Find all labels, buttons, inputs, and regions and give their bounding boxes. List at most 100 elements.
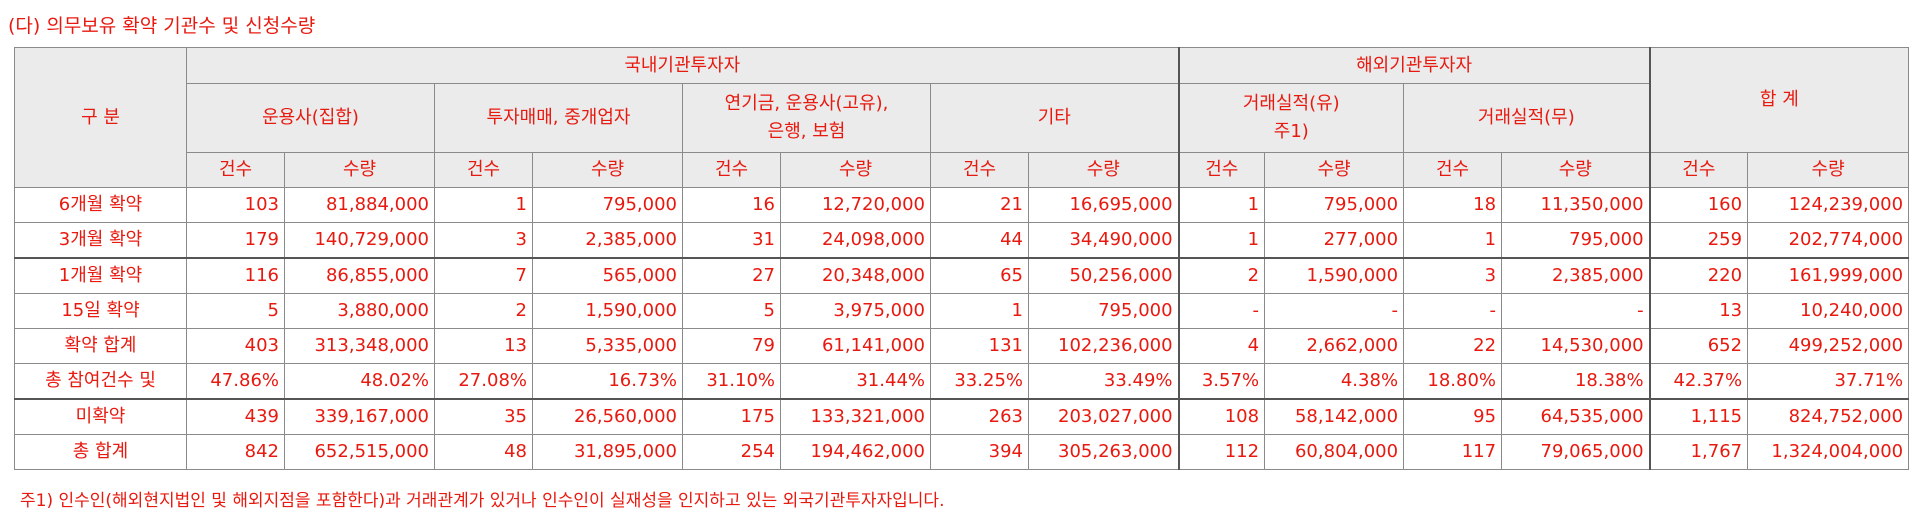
count-cell: 254 [682,434,781,470]
quantity-cell: 499,252,000 [1747,328,1910,364]
count-cell: 4 [1177,328,1266,364]
quantity-cell: 86,855,000 [284,257,435,294]
count-cell: 13 [1648,293,1749,329]
count-cell: 27 [682,257,781,294]
table-row: 확약 합계 403 313,348,000 13 5,335,000 79 61,141,0… [14,328,1910,364]
count-cell: 1 [1403,222,1503,259]
count-cell: - [1403,293,1503,329]
investor-group-header: 거래실적(유) 주1) [1177,83,1405,153]
row-label: 15일 확약 [14,293,187,329]
quantity-cell: 81,884,000 [284,187,435,223]
group-label-line1: 연기금, 운용사(고유), [724,93,889,114]
row-label: 확약 합계 [14,328,187,364]
count-cell: 16 [682,187,781,223]
count-cell: 2 [1177,257,1266,294]
row-label: 미확약 [14,398,187,435]
quantity-cell: 202,774,000 [1747,222,1910,259]
count-cell: 35 [434,398,533,435]
count-column-header: 건수 [930,152,1029,188]
quantity-cell: 1,590,000 [1264,257,1405,294]
investor-group-header: 연기금, 운용사(고유), 은행, 보험 [682,83,931,153]
quantity-cell: 795,000 [1501,222,1651,259]
count-cell: 652 [1648,328,1749,364]
quantity-cell: - [1264,293,1405,329]
count-cell: 21 [930,187,1029,223]
quantity-column-header: 수량 [780,152,931,188]
count-cell: 112 [1177,434,1266,470]
quantity-cell: 79,065,000 [1501,434,1651,470]
group-label-line1: 기타 [1037,107,1071,128]
quantity-cell: 58,142,000 [1264,398,1405,435]
quantity-column-header: 수량 [1264,152,1405,188]
quantity-cell: 16,695,000 [1027,187,1180,223]
row-label: 총 합계 [14,434,187,470]
quantity-cell: 1,590,000 [532,293,683,329]
count-cell: 220 [1648,257,1749,294]
row-label: 6개월 확약 [14,187,187,223]
quantity-cell: 4.38% [1264,363,1405,400]
quantity-cell: 339,167,000 [284,398,435,435]
count-cell: 79 [682,328,781,364]
quantity-cell: 194,462,000 [780,434,931,470]
quantity-column-header: 수량 [1747,152,1910,188]
quantity-cell: 1,324,004,000 [1747,434,1910,470]
count-cell: 3 [1403,257,1503,294]
count-cell: 47.86% [186,363,285,400]
count-column-header: 건수 [186,152,285,188]
count-cell: 3 [434,222,533,259]
domestic-investor-header: 국내기관투자자 [185,47,1180,84]
quantity-cell: 203,027,000 [1027,398,1180,435]
count-cell: 1 [1177,222,1266,259]
quantity-cell: 37.71% [1747,363,1910,400]
quantity-cell: 124,239,000 [1747,187,1910,223]
group-label-line2: 주1) [1273,121,1309,142]
quantity-column-header: 수량 [532,152,683,188]
quantity-cell: 313,348,000 [284,328,435,364]
table-row: 총 참여건수 및 47.86% 48.02% 27.08% 16.73% 31.10% 31… [14,363,1910,400]
quantity-cell: 33.49% [1027,363,1180,400]
quantity-cell: 795,000 [532,187,683,223]
quantity-cell: 305,263,000 [1027,434,1180,470]
count-cell: 44 [930,222,1029,259]
quantity-cell: 2,662,000 [1264,328,1405,364]
count-cell: 95 [1403,398,1503,435]
quantity-cell: 12,720,000 [780,187,931,223]
quantity-cell: 48.02% [284,363,435,400]
count-column-header: 건수 [1648,152,1749,188]
quantity-cell: 18.38% [1501,363,1651,400]
count-column-header: 건수 [682,152,781,188]
quantity-cell: 64,535,000 [1501,398,1651,435]
count-cell: 1 [1177,187,1266,223]
quantity-cell: 50,256,000 [1027,257,1180,294]
quantity-cell: 140,729,000 [284,222,435,259]
quantity-cell: 795,000 [1264,187,1405,223]
count-cell: 3.57% [1177,363,1266,400]
count-cell: 5 [682,293,781,329]
quantity-cell: 14,530,000 [1501,328,1651,364]
count-cell: 394 [930,434,1029,470]
quantity-cell: 824,752,000 [1747,398,1910,435]
count-cell: 27.08% [434,363,533,400]
count-cell: 42.37% [1648,363,1749,400]
row-label: 3개월 확약 [14,222,187,259]
count-cell: 1 [434,187,533,223]
count-cell: 1,767 [1648,434,1749,470]
count-cell: 13 [434,328,533,364]
footnote: 주1) 인수인(해외현지법인 및 해외지점을 포함한다)과 거래관계가 있거나 … [20,491,945,511]
group-label-line1: 투자매매, 중개업자 [486,107,631,128]
quantity-cell: 26,560,000 [532,398,683,435]
quantity-cell: 11,350,000 [1501,187,1651,223]
quantity-cell: 795,000 [1027,293,1180,329]
quantity-cell: 277,000 [1264,222,1405,259]
lockup-commitment-table: 구 분 국내기관투자자 해외기관투자자 합 계 운용사(집합) 투자매매, 중개업… [14,47,1910,470]
count-cell: 5 [186,293,285,329]
quantity-cell: 34,490,000 [1027,222,1180,259]
count-cell: - [1177,293,1266,329]
quantity-cell: - [1501,293,1651,329]
quantity-cell: 133,321,000 [780,398,931,435]
quantity-cell: 2,385,000 [532,222,683,259]
quantity-cell: 3,975,000 [780,293,931,329]
count-cell: 116 [186,257,285,294]
count-cell: 31 [682,222,781,259]
count-cell: 18.80% [1403,363,1503,400]
